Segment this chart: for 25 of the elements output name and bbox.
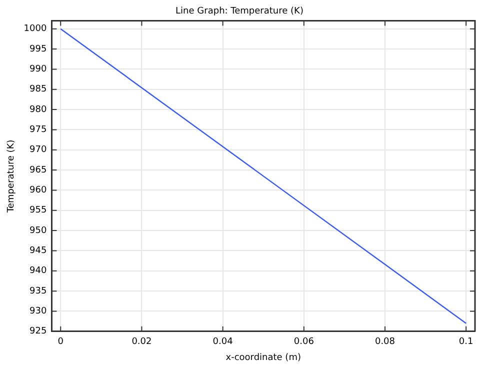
y-tick-label: 980 [30,104,47,115]
y-tick-label: 975 [30,125,47,136]
y-tick-label: 955 [30,206,47,216]
chart-title: Line Graph: Temperature (K) [176,6,304,17]
x-tick-label: 0.08 [374,337,396,348]
y-tick-label: 995 [30,44,47,54]
y-tick-label: 1000 [24,24,47,34]
y-tick-label: 965 [30,165,47,176]
x-tick-label: 0.04 [212,337,234,348]
x-tick-label: 0 [58,337,64,348]
y-tick-label: 990 [30,64,47,75]
y-tick-label: 940 [30,266,47,276]
y-tick-label: 960 [30,186,47,196]
x-axis-title: x-coordinate (m) [226,352,301,363]
x-tick-label: 0.1 [458,337,474,348]
y-tick-label: 950 [30,226,47,236]
y-axis-title: Temperature (K) [6,140,17,214]
y-tick-label: 935 [30,286,47,296]
x-tick-label: 0.06 [294,337,314,348]
y-tick-label: 985 [30,84,47,95]
y-tick-label: 925 [30,326,47,337]
y-tick-label: 970 [30,145,47,156]
y-tick-label: 930 [30,306,47,317]
y-tick-label: 945 [30,246,47,256]
x-tick-label: 0.02 [132,337,152,348]
